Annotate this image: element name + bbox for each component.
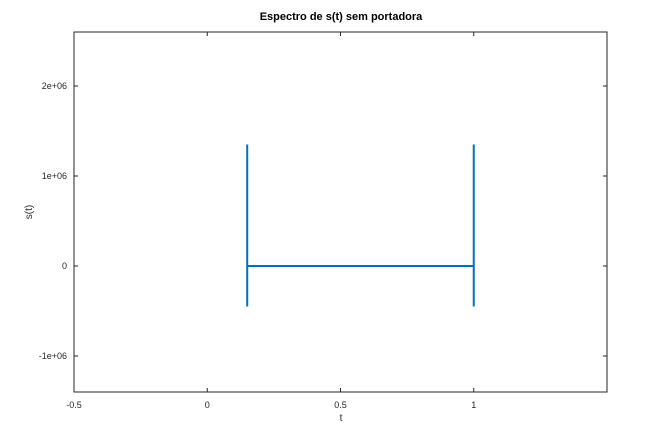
x-axis-label: t [340, 413, 343, 424]
y-tick-label: -1e+06 [39, 351, 67, 361]
series-line-0 [246, 144, 475, 307]
y-tick-label: 0 [62, 261, 67, 271]
x-tick-label: 1 [471, 400, 476, 410]
y-axis-label: s(t) [24, 205, 35, 219]
y-tick-label: 1e+06 [42, 171, 67, 181]
y-tick-label: 2e+06 [42, 81, 67, 91]
plot-area: -0.5 0 0.5 1 -1e+06 0 1e+06 2e+06 [39, 31, 608, 410]
x-tick-label: 0 [205, 400, 210, 410]
x-tick-label: 0.5 [334, 400, 347, 410]
plot-frame [73, 31, 608, 393]
x-tick-label: -0.5 [66, 400, 82, 410]
chart-title: Espectro de s(t) sem portadora [260, 11, 423, 23]
